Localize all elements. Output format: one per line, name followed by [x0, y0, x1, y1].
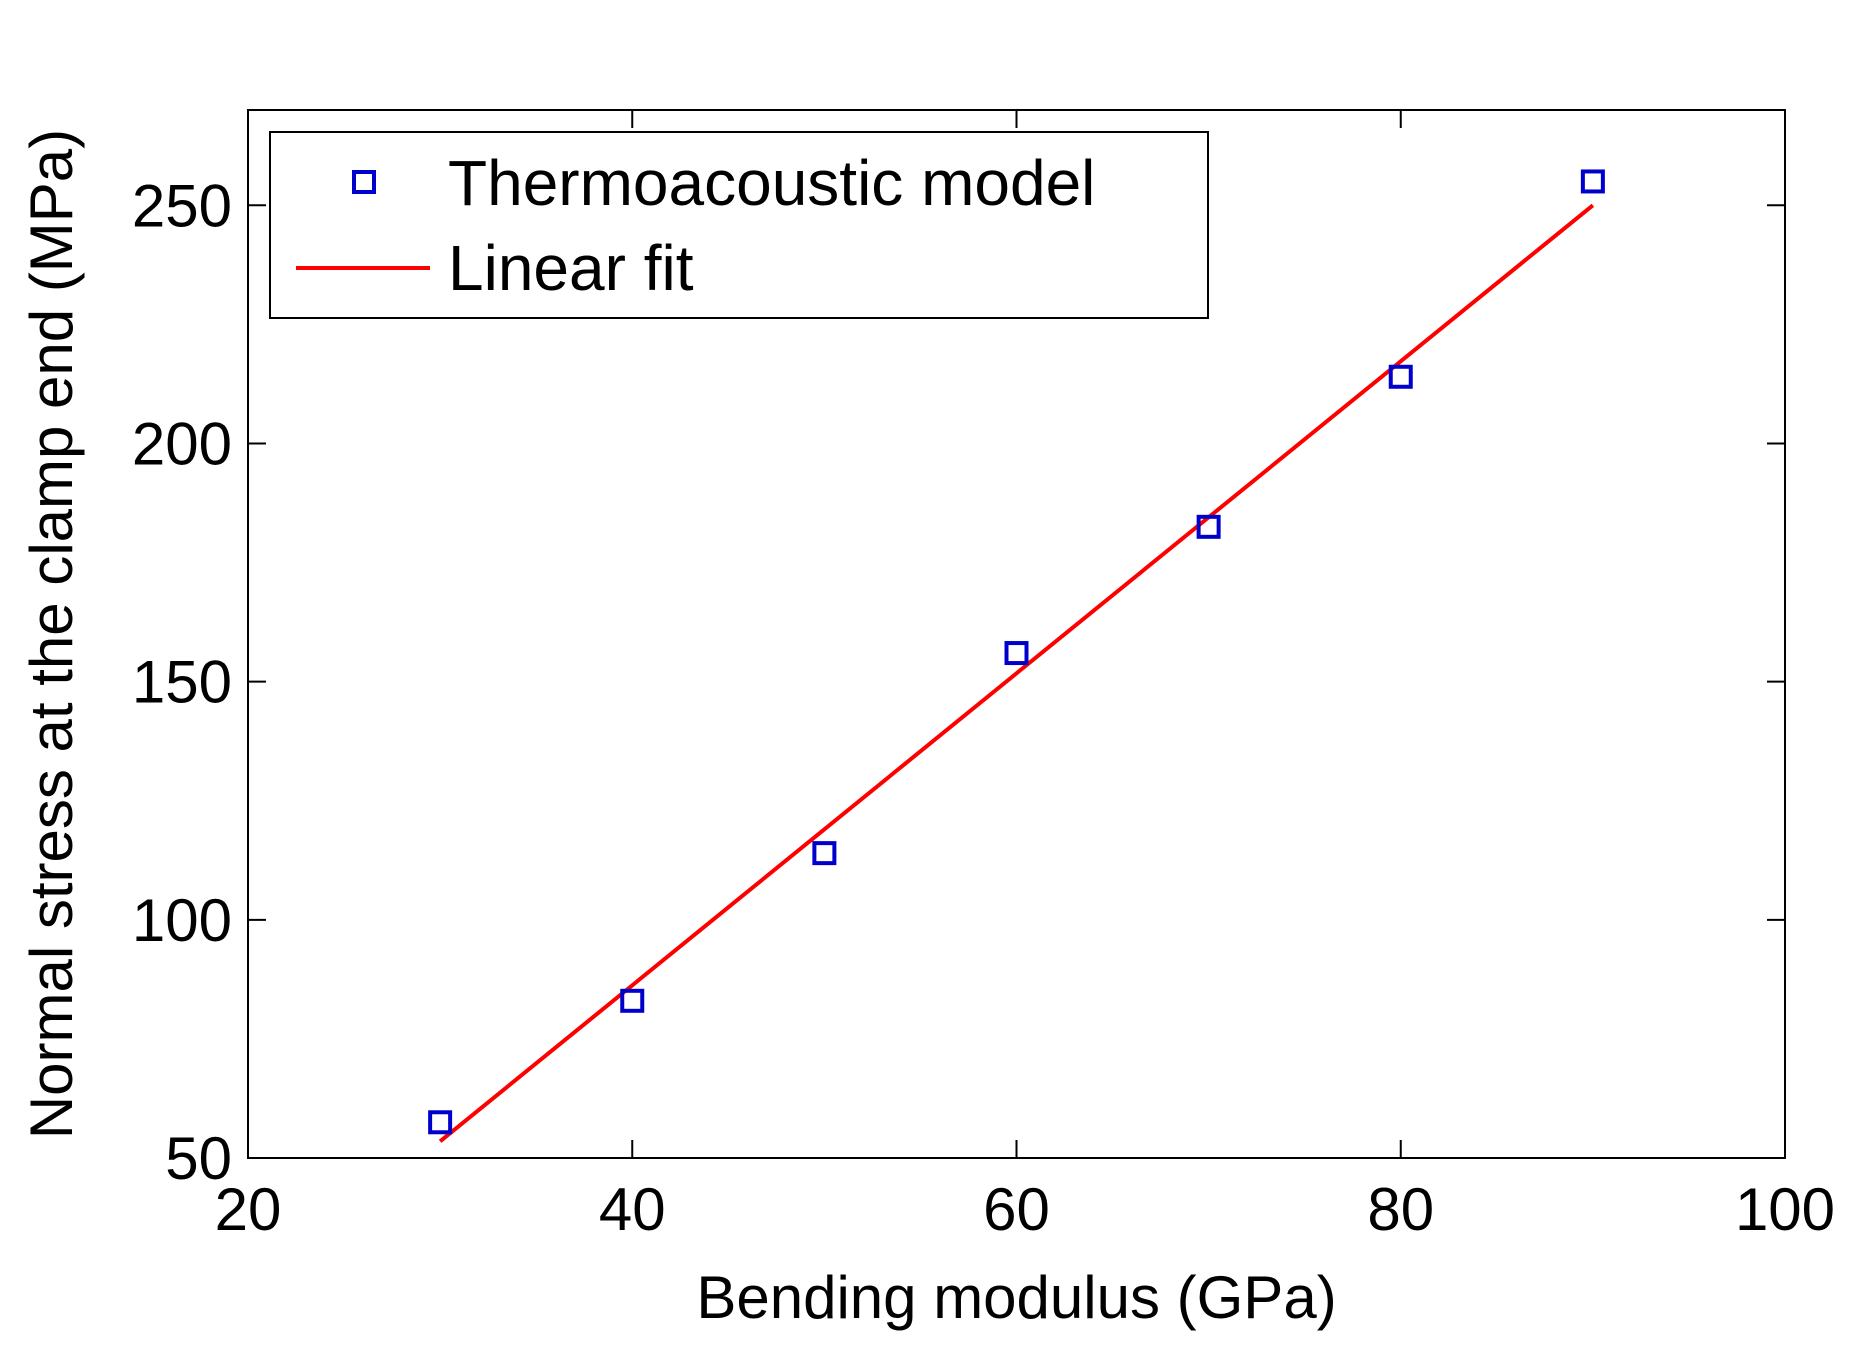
legend-box: [269, 131, 1209, 319]
legend: Thermoacoustic model Linear fit: [269, 131, 1209, 319]
data-point-square: [1580, 169, 1605, 194]
x-tick-label: 40: [599, 1176, 666, 1243]
linear-fit-line: [438, 203, 1595, 1143]
x-tick-label: 100: [1735, 1176, 1835, 1243]
legend-marker-square: [352, 170, 376, 194]
data-point-square: [1196, 514, 1221, 539]
data-series: [428, 169, 1605, 1143]
y-tick-label: 200: [132, 410, 232, 477]
legend-label-linear-fit: Linear fit: [448, 232, 694, 304]
plot-frame: [247, 109, 1786, 1159]
data-point-square: [1004, 641, 1029, 666]
y-axis-title: Normal stress at the clamp end (MPa): [18, 129, 85, 1139]
legend-label-thermoacoustic-model: Thermoacoustic model: [448, 147, 1095, 219]
data-point-square: [428, 1110, 453, 1135]
y-tick-label: 250: [132, 172, 232, 239]
x-axis-title: Bending modulus (GPa): [696, 1264, 1336, 1331]
x-tick-label: 80: [1367, 1176, 1434, 1243]
y-tick-label: 100: [132, 887, 232, 954]
y-tick-label: 50: [165, 1125, 232, 1192]
data-point-square: [1388, 364, 1413, 389]
y-tick-label: 150: [132, 649, 232, 716]
x-tick-label: 60: [983, 1176, 1050, 1243]
data-point-square: [620, 988, 645, 1013]
data-point-square: [812, 841, 837, 866]
x-tick-label: 20: [215, 1176, 282, 1243]
axis-ticks: 20 40 60 80 100 50 100 150 200 250: [132, 110, 1835, 1243]
